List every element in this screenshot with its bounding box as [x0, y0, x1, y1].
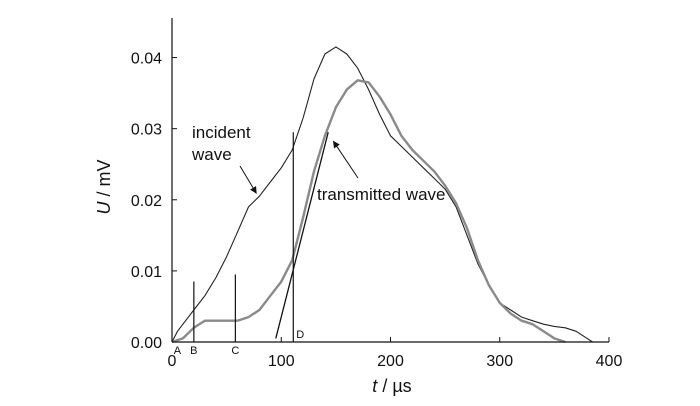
incident-wave-line	[171, 46, 593, 343]
transmitted-wave-line	[171, 79, 566, 344]
y-tick-label: 0.02	[131, 193, 162, 210]
y-axis-symbol: U	[94, 201, 114, 215]
transmitted-wave-label: transmitted wave	[317, 185, 446, 204]
axes	[171, 18, 609, 343]
y-tick-label: 0.01	[131, 264, 162, 281]
x-axis-symbol: t	[372, 376, 378, 396]
plot-area	[171, 46, 593, 344]
y-tick-label: 0.00	[131, 335, 162, 352]
y-axis-title: U / mV	[94, 159, 114, 214]
incident-wave-arrow	[239, 165, 257, 194]
x-tick-label: 100	[268, 353, 295, 370]
x-tick-label: 200	[377, 353, 404, 370]
incident-wave-label-line: incident	[192, 123, 251, 142]
incident-wave-label-line: wave	[191, 145, 232, 164]
x-axis-title: t / µs	[372, 376, 411, 396]
x-tick-label: 0	[168, 353, 177, 370]
tangent-line	[275, 132, 329, 339]
y-axis-unit: / mV	[94, 159, 114, 201]
y-tick-label: 0.04	[131, 51, 162, 68]
incident-wave-label: incident wave	[191, 123, 251, 164]
marker-label-a: A	[174, 345, 182, 357]
y-tick-label: 0.03	[131, 122, 162, 139]
marker-label-c: C	[231, 345, 239, 357]
x-tick-label: 400	[596, 353, 623, 370]
marker-label-d: D	[296, 329, 304, 341]
transmitted-wave-arrow	[332, 140, 359, 179]
x-axis-unit: / µs	[377, 376, 411, 396]
x-tick-label: 300	[486, 353, 513, 370]
marker-label-b: B	[190, 345, 197, 357]
